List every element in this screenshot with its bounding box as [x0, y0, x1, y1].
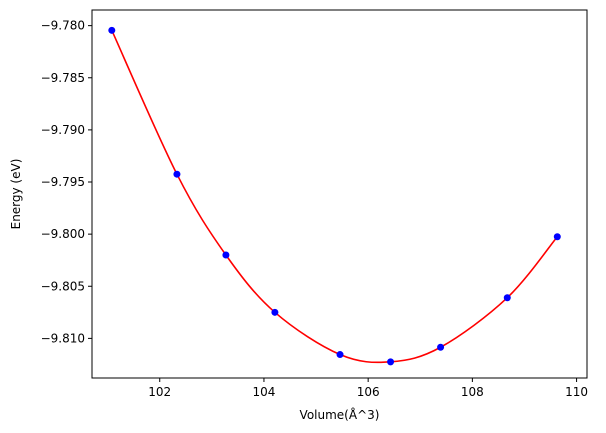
y-tick-label: −9.805 — [41, 279, 85, 293]
x-tick-label: 102 — [148, 385, 171, 399]
data-point — [387, 358, 395, 366]
y-tick-label: −9.780 — [41, 19, 85, 33]
data-point — [222, 251, 230, 259]
y-tick-label: −9.800 — [41, 227, 85, 241]
x-axis-label: Volume(Å^3) — [300, 407, 380, 422]
x-tick-label: 110 — [565, 385, 588, 399]
data-point — [553, 233, 561, 241]
x-tick-label: 106 — [357, 385, 380, 399]
y-tick-label: −9.795 — [41, 175, 85, 189]
y-axis-ticks: −9.780 −9.785 −9.790 −9.795 −9.800 −9.805 −9.8… — [41, 19, 92, 345]
data-point — [336, 351, 344, 359]
x-tick-label: 108 — [461, 385, 484, 399]
plot-area — [92, 10, 587, 378]
data-point — [108, 26, 116, 34]
x-tick-label: 104 — [252, 385, 275, 399]
data-point — [271, 308, 279, 316]
series-layer — [108, 26, 561, 366]
data-point — [173, 170, 181, 178]
y-tick-label: −9.810 — [41, 331, 85, 345]
y-axis-label: Energy (eV) — [9, 159, 23, 230]
y-tick-label: −9.785 — [41, 71, 85, 85]
data-point — [503, 294, 511, 302]
plot-frame — [91, 9, 588, 379]
x-axis-ticks: 102 104 106 108 110 — [148, 378, 588, 399]
data-point — [437, 343, 445, 351]
y-tick-label: −9.790 — [41, 123, 85, 137]
